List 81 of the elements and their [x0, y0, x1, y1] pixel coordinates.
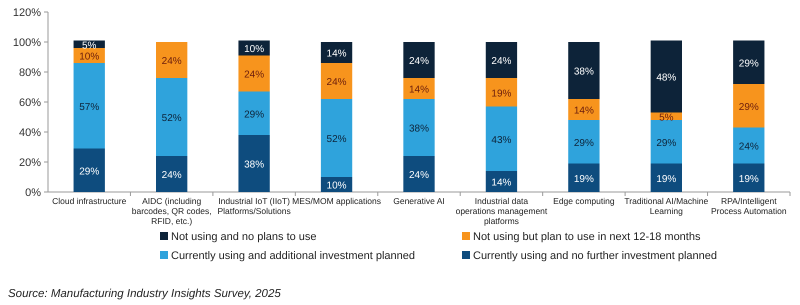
bar — [650, 40, 682, 112]
data-label: 14% — [326, 48, 347, 60]
x-tick-label: RPA/Intelligent Process Automation — [710, 196, 787, 216]
source-note: Source: Manufacturing Industry Insights Survey, 2025 — [8, 288, 282, 300]
bar — [568, 164, 600, 192]
bar — [568, 99, 600, 120]
data-label: 38% — [244, 160, 264, 170]
bar — [238, 135, 270, 192]
data-label: 14% — [491, 178, 512, 188]
data-label: 19% — [738, 174, 759, 185]
y-tick-label: 60% — [18, 97, 42, 109]
data-label: 24% — [162, 170, 182, 181]
bar — [238, 56, 270, 92]
data-label: 29% — [656, 138, 676, 149]
bar — [403, 156, 435, 192]
legend-label: Currently using and additional investment planned — [171, 250, 415, 262]
data-label: 48% — [656, 72, 676, 84]
data-label: 24% — [491, 56, 512, 67]
bar — [74, 148, 105, 192]
bar — [568, 42, 600, 99]
data-label: 19% — [656, 174, 676, 185]
data-label: 24% — [408, 56, 430, 67]
bar — [733, 84, 764, 128]
data-label: 24% — [162, 56, 182, 67]
bar — [486, 106, 518, 171]
y-tick-label: 20% — [18, 157, 42, 169]
x-tick-label: AIDC (including barcodes, QR codes, RFID, etc.) — [132, 196, 212, 226]
bar — [320, 63, 352, 99]
x-tick-label: Industrial IoT (IIoT) Platforms/Solutions — [217, 196, 291, 216]
data-label: 29% — [738, 102, 759, 113]
bar — [238, 92, 270, 135]
x-tick-label: Traditional AI/Machine Learning — [624, 196, 708, 216]
data-label: 57% — [79, 102, 100, 113]
data-label: 19% — [491, 88, 512, 100]
legend-label: Not using and no plans to use — [171, 231, 317, 243]
bar — [156, 156, 188, 192]
data-label: 38% — [408, 124, 430, 134]
bar — [733, 40, 764, 84]
x-tick-label: MES/MOM applications — [292, 196, 381, 206]
x-tick-label: Generative AI — [393, 196, 445, 206]
bar — [156, 78, 188, 156]
bar — [486, 42, 518, 78]
data-label: 14% — [408, 84, 430, 96]
bar — [74, 63, 105, 148]
bar — [650, 164, 682, 192]
data-label: 38% — [574, 66, 594, 78]
bar — [733, 164, 764, 192]
legend-label: Currently using and no further investment planned — [473, 250, 717, 262]
data-label: 19% — [574, 174, 594, 185]
data-label: 10% — [79, 52, 100, 62]
x-tick-label: Cloud infrastructure — [52, 196, 127, 206]
data-label: 24% — [738, 142, 759, 152]
data-label: 24% — [326, 77, 347, 88]
data-label: 10% — [244, 44, 264, 55]
x-tick-label: Industrial data operations management platforms — [456, 196, 548, 226]
data-label: 29% — [574, 138, 594, 149]
bar — [568, 120, 600, 164]
y-tick-label: 100% — [12, 37, 42, 49]
bar — [320, 99, 352, 177]
data-label: 29% — [244, 109, 264, 120]
y-tick-label: 120% — [12, 7, 42, 19]
data-label: 14% — [574, 106, 594, 116]
legend-label: Not using but plan to use in next 12-18 months — [473, 231, 701, 243]
bar — [650, 120, 682, 164]
data-label: 52% — [162, 113, 182, 124]
x-tick-label: Edge computing — [553, 196, 615, 206]
y-tick-label: 80% — [18, 67, 42, 79]
bar — [403, 99, 435, 156]
data-label: 29% — [79, 166, 100, 178]
data-label: 43% — [491, 134, 512, 146]
y-tick-label: 0% — [25, 187, 42, 199]
bar — [486, 78, 518, 106]
data-label: 10% — [326, 180, 347, 192]
bar — [733, 128, 764, 164]
data-label: 24% — [408, 170, 430, 181]
data-label: 52% — [326, 134, 347, 145]
bar — [156, 42, 188, 78]
data-label: 24% — [244, 70, 264, 80]
y-tick-label: 40% — [18, 127, 42, 139]
bar — [403, 42, 435, 78]
data-label: 29% — [738, 58, 759, 70]
